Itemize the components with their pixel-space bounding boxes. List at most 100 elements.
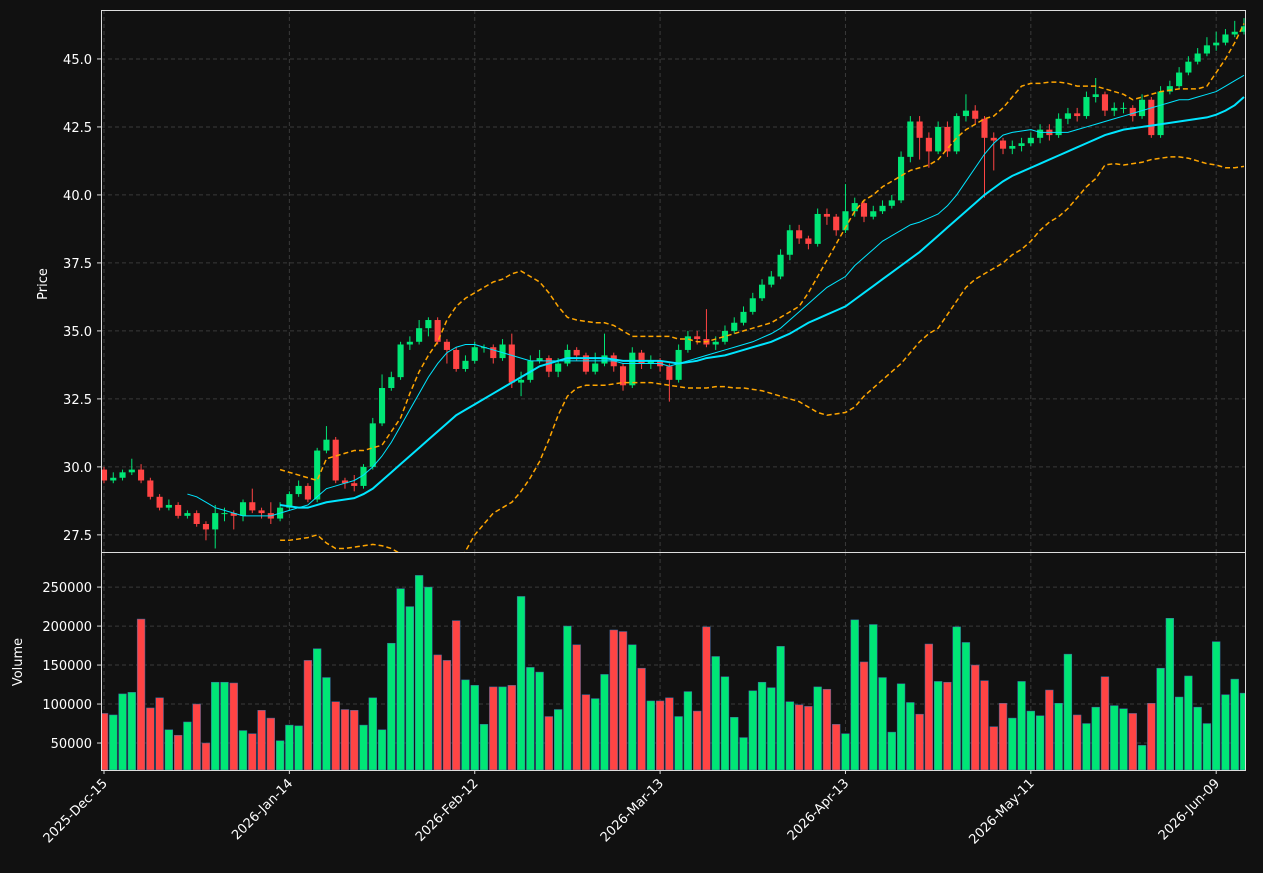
volume-bar <box>322 677 331 770</box>
volume-bar <box>424 586 433 770</box>
volume-bar <box>498 686 507 770</box>
volume-bar <box>470 685 479 770</box>
candle-body <box>833 216 840 231</box>
volume-bar <box>248 733 257 770</box>
volume-bar <box>433 654 442 770</box>
volume-bar <box>1230 678 1239 770</box>
volume-bar <box>1110 705 1119 770</box>
candle-body <box>619 366 627 386</box>
volume-bar <box>906 702 915 770</box>
candle-body <box>453 349 460 369</box>
volume-bar <box>794 704 804 770</box>
volume-bar <box>183 721 192 770</box>
candle-body <box>156 496 163 508</box>
volume-bar <box>822 688 832 770</box>
volume-bar <box>294 725 303 770</box>
y-tick-label: 50000 <box>51 737 92 752</box>
candle-body <box>573 349 580 356</box>
band-line <box>280 156 1245 552</box>
band-line <box>279 23 1245 482</box>
y-tick-label: 30.0 <box>63 461 92 476</box>
candle-body <box>323 439 330 451</box>
candle-body <box>258 510 265 514</box>
y-tick-label: 150000 <box>42 659 92 674</box>
candle-body <box>601 355 608 364</box>
volume-bar <box>266 717 275 770</box>
volume-bar <box>359 724 368 770</box>
volume-bar <box>1054 703 1063 770</box>
volume-bar <box>461 679 470 770</box>
volume-bar <box>1193 706 1202 770</box>
candle-body <box>332 439 339 481</box>
volume-bar <box>1128 713 1137 770</box>
volume-bar <box>285 724 294 770</box>
candle-body <box>1009 145 1016 149</box>
y-tick-label: 37.5 <box>63 257 92 272</box>
volume-bar <box>1119 708 1128 770</box>
volume-bar <box>896 683 906 770</box>
candle-body <box>740 311 747 323</box>
volume-bar <box>479 724 489 770</box>
volume-bar <box>368 697 377 770</box>
volume-bar <box>1212 641 1221 770</box>
candle-body <box>935 126 942 152</box>
candle-body <box>1018 143 1025 146</box>
candle-body <box>582 355 590 372</box>
volume-bar <box>127 692 136 770</box>
y-tick-label: 42.5 <box>63 121 92 136</box>
volume-bar <box>1165 618 1174 770</box>
volume-bar <box>609 629 618 770</box>
candle-body <box>545 358 552 372</box>
candle-body <box>981 118 988 138</box>
volume-bar <box>442 660 452 770</box>
volume-bar <box>229 682 238 770</box>
candle-body <box>110 477 117 481</box>
candle-body <box>1120 107 1127 109</box>
volume-bar <box>1045 689 1054 770</box>
candle-body <box>462 360 469 369</box>
candle-body <box>962 110 970 117</box>
candle-body <box>972 110 979 119</box>
candle-body <box>1148 99 1155 136</box>
volume-bar <box>655 700 665 770</box>
candle-body <box>1129 107 1136 117</box>
volume-bar <box>1082 723 1091 770</box>
candle-body <box>990 137 997 141</box>
candle-body <box>295 485 302 495</box>
volume-bar <box>331 701 340 770</box>
candle-body <box>406 341 413 345</box>
volume-frame <box>101 552 1246 771</box>
candle-body <box>796 230 803 239</box>
candle-body <box>879 205 886 212</box>
candle-body <box>360 466 367 486</box>
candle-body <box>1111 107 1118 111</box>
candle-body <box>842 211 849 231</box>
candle-body <box>147 480 154 497</box>
volume-bar <box>757 681 767 770</box>
volume-bar <box>683 691 693 770</box>
volume-bar <box>146 707 155 770</box>
candle-body <box>564 349 571 364</box>
candle-body <box>230 513 237 516</box>
candle-body <box>1083 97 1090 117</box>
candle-body <box>304 485 311 500</box>
volume-bar <box>136 618 146 770</box>
candle-body <box>1101 94 1109 111</box>
volume-bar <box>739 737 748 770</box>
volume-bar <box>637 667 646 770</box>
candle-body <box>1240 26 1245 32</box>
candle-body <box>731 322 738 331</box>
volume-bar <box>507 685 516 770</box>
volume-bar <box>943 681 952 770</box>
volume-bar <box>211 681 220 770</box>
volume-bar <box>340 709 350 770</box>
y-tick-label: 250000 <box>42 581 92 596</box>
volume-bar <box>1147 703 1156 770</box>
volume-bar <box>591 698 600 770</box>
candle-body <box>397 344 404 378</box>
candle-body <box>128 469 135 473</box>
volume-bar <box>971 664 980 770</box>
candle-body <box>239 502 247 516</box>
candle-body <box>1037 129 1044 138</box>
candle-body <box>1055 118 1062 136</box>
